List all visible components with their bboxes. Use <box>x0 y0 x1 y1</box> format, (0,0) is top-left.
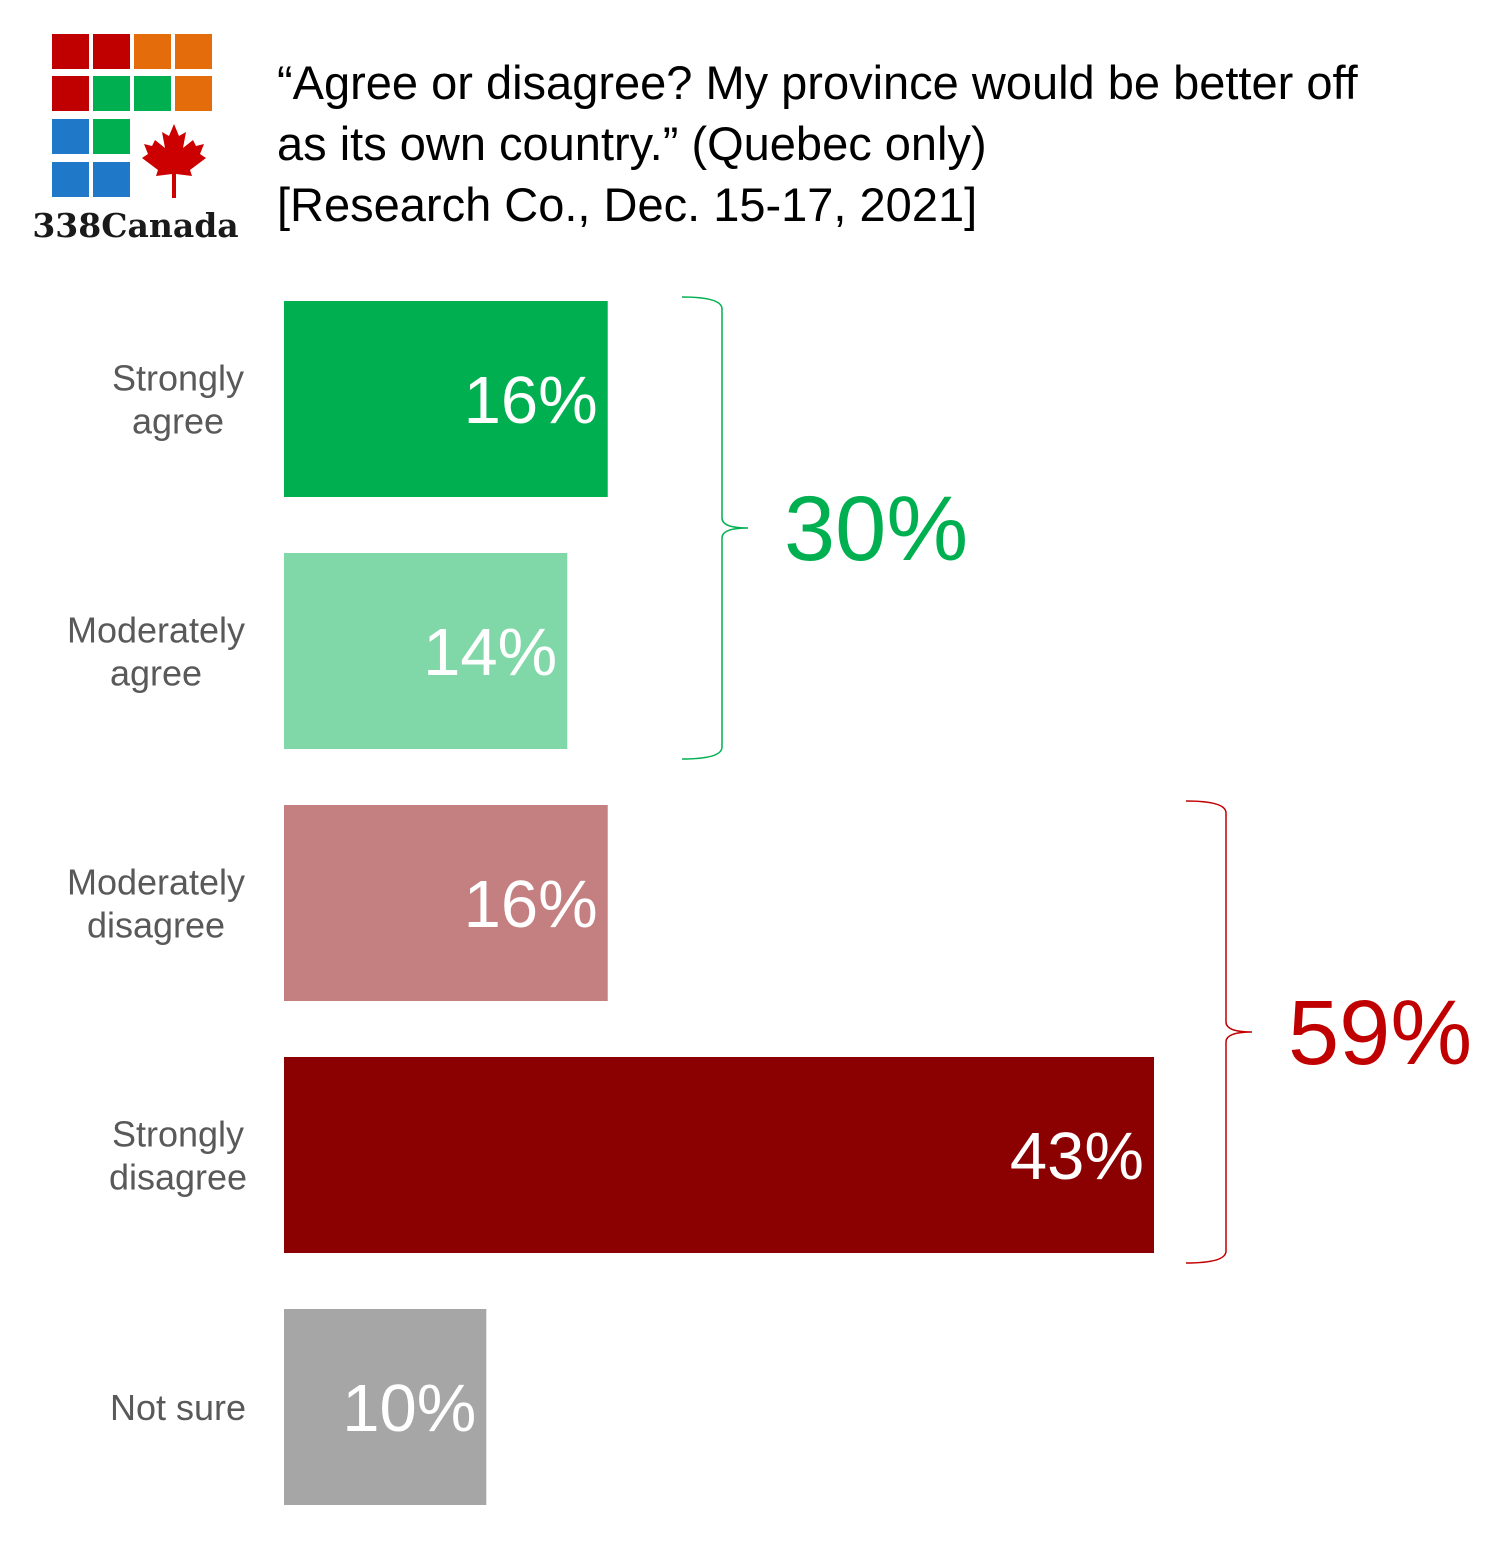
value-label-1: 14% <box>423 615 557 690</box>
value-label-4: 10% <box>342 1371 476 1446</box>
category-label-0: Strongly agree <box>112 358 244 442</box>
value-label-3: 43% <box>1010 1119 1144 1194</box>
value-label-0: 16% <box>464 363 598 438</box>
bar-3 <box>284 1057 1154 1253</box>
category-label-1: Moderately agree <box>67 610 245 694</box>
title-line-1: “Agree or disagree? My province would be… <box>277 56 1358 109</box>
logo-338canada: 338Canada <box>28 34 243 245</box>
bar-4 <box>284 1309 487 1505</box>
group-brace-1 <box>1185 800 1253 1264</box>
category-label-2: Moderately disagree <box>67 862 245 946</box>
chart-title: “Agree or disagree? My province would be… <box>277 52 1487 235</box>
bar-0 <box>284 301 608 497</box>
logo-grid-icon <box>52 34 212 198</box>
bar-2 <box>284 805 608 1001</box>
maple-leaf-icon <box>142 124 206 198</box>
group-brace-0 <box>681 296 749 760</box>
category-label-3: Strongly disagree <box>109 1114 247 1198</box>
bar-1 <box>284 553 568 749</box>
title-line-2: as its own country.” (Quebec only) <box>277 117 987 170</box>
group-total-label-0: 30% <box>784 478 968 580</box>
title-line-3: [Research Co., Dec. 15-17, 2021] <box>277 178 978 231</box>
category-label-4: Not sure <box>110 1387 246 1428</box>
logo-text: 338Canada <box>32 206 239 245</box>
group-total-label-1: 59% <box>1288 982 1472 1084</box>
value-label-2: 16% <box>464 867 598 942</box>
